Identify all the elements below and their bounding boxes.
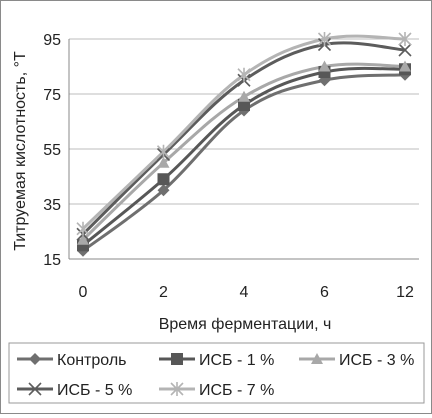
x-tick-label: 0 xyxy=(79,284,88,301)
legend-item: ИСБ - 5 % xyxy=(17,382,132,399)
x-tick-label: 12 xyxy=(396,284,414,301)
y-tick-label: 15 xyxy=(43,252,61,269)
legend-label: ИСБ - 3 % xyxy=(339,352,414,369)
legend-item: Контроль xyxy=(17,352,127,369)
x-tick-label: 6 xyxy=(320,284,329,301)
legend-marker xyxy=(311,353,323,364)
x-tick-label: 2 xyxy=(159,284,168,301)
y-tick-label: 95 xyxy=(43,32,61,49)
y-tick-label: 35 xyxy=(43,197,61,214)
legend-item: ИСБ - 1 % xyxy=(159,352,274,369)
legend-marker xyxy=(29,353,41,365)
data-point-series-4 xyxy=(237,67,251,82)
legend-label: ИСБ - 1 % xyxy=(199,352,274,369)
y-tick-label: 75 xyxy=(43,87,61,104)
data-point-series-4 xyxy=(317,32,332,46)
legend-label: ИСБ - 7 % xyxy=(199,382,274,399)
series-line-2 xyxy=(81,62,406,241)
x-tick-label: 4 xyxy=(240,284,249,301)
legend-marker xyxy=(28,382,42,396)
legend: Контроль ИСБ - 1 % ИСБ - 3 % ИСБ - 5 % ИСБ -… xyxy=(17,352,414,399)
data-point-series-2 xyxy=(238,90,250,102)
y-axis-label: Титруемая кислотность, °Т xyxy=(12,51,29,251)
series-markers xyxy=(76,32,412,257)
data-point-series-1 xyxy=(157,173,170,186)
legend-marker xyxy=(170,382,184,396)
x-axis-label: Время ферментации, ч xyxy=(159,316,332,333)
data-point-series-4 xyxy=(398,32,412,46)
data-point-series-4 xyxy=(156,144,171,159)
legend-item: ИСБ - 3 % xyxy=(299,352,414,369)
data-point-series-2 xyxy=(157,156,170,168)
legend-label: ИСБ - 5 % xyxy=(57,382,132,399)
data-point-series-2 xyxy=(318,60,331,72)
y-tick-labels: 15 35 55 75 95 xyxy=(43,32,61,269)
x-tick-labels: 0 2 4 6 12 xyxy=(79,284,414,301)
data-point-series-3 xyxy=(398,43,412,57)
axes xyxy=(68,39,419,260)
y-tick-label: 55 xyxy=(43,142,61,159)
data-point-series-2 xyxy=(77,233,89,245)
data-point-series-2 xyxy=(399,60,411,72)
legend-label: Контроль xyxy=(57,352,127,369)
data-point-series-4 xyxy=(76,221,90,236)
data-point-series-0 xyxy=(157,184,170,197)
legend-marker xyxy=(171,353,183,365)
data-point-series-1 xyxy=(238,99,250,111)
legend-box xyxy=(8,342,425,404)
legend-item: ИСБ - 7 % xyxy=(159,382,274,399)
